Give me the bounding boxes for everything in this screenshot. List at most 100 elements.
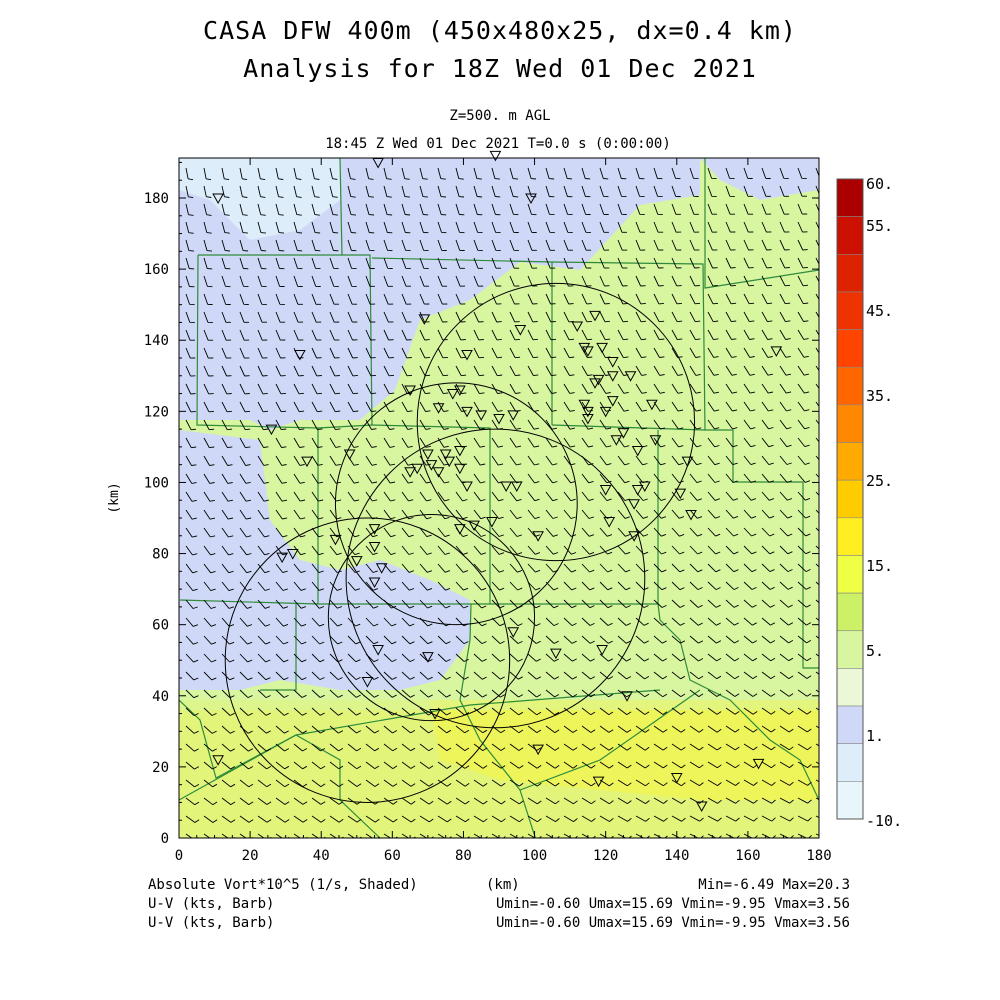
station-marker <box>429 709 441 720</box>
station-marker <box>599 406 612 418</box>
station-marker <box>432 403 445 414</box>
station-marker <box>368 577 381 589</box>
wind-barb-field <box>185 167 819 838</box>
station-marker <box>582 406 594 418</box>
station-marker <box>361 677 374 688</box>
station-marker <box>649 435 662 446</box>
colorbar-label: 55. <box>866 217 893 235</box>
station-marker <box>475 410 488 421</box>
y-tick-label: 180 <box>144 191 169 207</box>
colorbar-swatch <box>836 291 864 330</box>
title-line-1: CASA DFW 400m (450x480x25, dx=0.4 km) <box>203 16 797 45</box>
footer-field-2: U-V (kts, Barb) <box>148 896 275 912</box>
station-marker <box>578 399 591 411</box>
station-marker <box>525 193 537 205</box>
station-marker <box>468 520 480 532</box>
radar-ring <box>327 513 536 722</box>
station-marker <box>446 389 459 400</box>
station-marker <box>596 342 608 354</box>
radar-ring <box>416 282 696 562</box>
x-tick-label: 120 <box>593 848 618 864</box>
uv-stats-1: Umin=-0.60 Umax=15.69 Vmin=-9.95 Vmax=3.… <box>495 896 850 912</box>
colorbar: 60. 55. 45. 35. 25. 15. 5. 1. -10. <box>836 175 902 830</box>
station-marker <box>329 534 342 546</box>
y-tick-label: 20 <box>152 760 169 776</box>
station-marker <box>606 396 619 407</box>
station-marker <box>752 758 765 770</box>
station-marker <box>617 428 630 439</box>
colorbar-swatch <box>836 366 864 406</box>
x-tick-label: 20 <box>242 848 259 864</box>
x-tick-label: 0 <box>175 848 183 864</box>
station-marker <box>411 463 424 475</box>
station-marker <box>265 424 278 436</box>
minmax-label: Min=-6.49 Max=20.3 <box>698 877 850 893</box>
y-tick-label: 100 <box>144 475 169 491</box>
station-marker <box>368 541 381 553</box>
station-marker <box>507 410 520 421</box>
station-marker <box>486 517 498 528</box>
colorbar-swatch <box>836 178 864 217</box>
y-tick-label: 0 <box>161 831 169 847</box>
station-marker <box>674 488 687 500</box>
station-marker <box>514 325 527 336</box>
station-marker <box>685 509 697 521</box>
station-marker <box>628 531 640 542</box>
radar-ring <box>224 517 511 803</box>
colorbar-label: -10. <box>866 812 902 830</box>
station-marker <box>286 549 299 560</box>
station-marker <box>422 652 434 663</box>
colorbar-label: 15. <box>866 557 893 575</box>
colorbar-frame <box>836 178 864 820</box>
y-tick-label: 120 <box>144 404 169 420</box>
y-axis-label: (km) <box>107 482 122 513</box>
y-tick-label: 40 <box>152 689 169 705</box>
colorbar-swatch <box>836 555 864 594</box>
station-marker <box>368 524 381 535</box>
x-tick-label: 80 <box>455 848 472 864</box>
colorbar-swatch <box>836 329 864 368</box>
station-marker <box>624 371 637 382</box>
x-tick-label: 100 <box>522 848 547 864</box>
footer-field-3: U-V (kts, Barb) <box>148 915 275 931</box>
station-marker <box>461 406 473 418</box>
time-label: 18:45 Z Wed 01 Dec 2021 T=0.0 s (0:00:00… <box>325 136 671 152</box>
x-tick-label: 60 <box>384 848 401 864</box>
colorbar-label: 5. <box>866 642 884 660</box>
colorbar-swatch <box>836 781 864 820</box>
station-marker <box>425 460 438 471</box>
station-marker <box>454 524 466 535</box>
vorticity-shading <box>179 158 819 838</box>
colorbar-swatch <box>836 592 864 632</box>
station-marker <box>443 456 456 468</box>
y-tick-label: 160 <box>144 262 169 278</box>
colorbar-label: 45. <box>866 302 893 320</box>
station-marker <box>510 481 523 493</box>
station-marker <box>350 556 363 567</box>
colorbar-swatch <box>836 517 864 556</box>
station-marker <box>493 413 505 425</box>
y-tick-label: 140 <box>144 333 169 349</box>
station-marker <box>571 321 584 333</box>
station-marker <box>606 371 619 382</box>
station-marker <box>578 342 591 354</box>
station-marker <box>596 645 608 656</box>
colorbar-swatch <box>836 404 864 443</box>
station-marker <box>276 552 288 564</box>
colorbar-swatch <box>836 479 864 519</box>
x-tick-label: 160 <box>735 848 760 864</box>
colorbar-swatch <box>836 705 864 745</box>
station-marker <box>432 467 445 478</box>
station-marker <box>603 517 616 528</box>
y-tick-label: 80 <box>152 547 169 563</box>
station-marker <box>404 385 416 397</box>
station-marker <box>610 435 623 446</box>
station-marker <box>589 310 601 322</box>
station-marker <box>582 413 594 425</box>
station-marker <box>638 481 651 493</box>
colorbar-swatch <box>836 216 864 255</box>
radar-ring <box>345 428 646 729</box>
x-tick-label: 140 <box>664 848 689 864</box>
station-marker <box>628 499 640 510</box>
